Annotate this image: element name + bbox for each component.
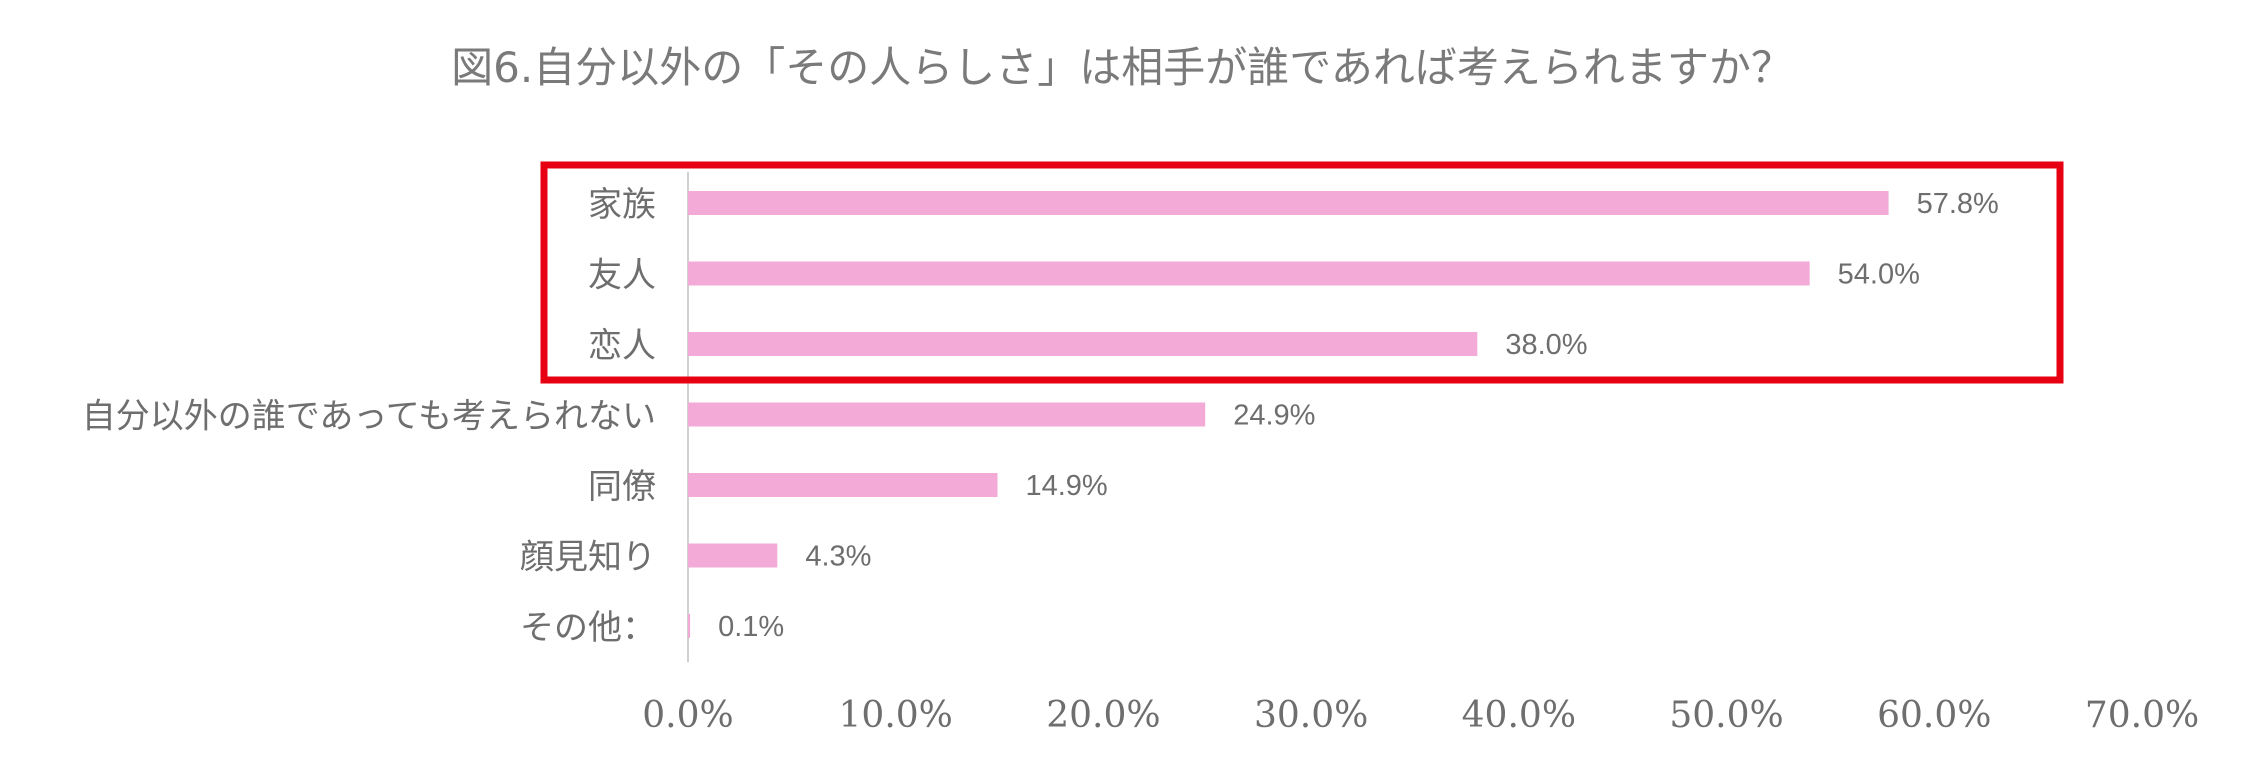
category-label: 家族 (588, 185, 656, 225)
bar (688, 543, 778, 568)
data-label: 54.0% (1838, 259, 1920, 291)
bar (688, 473, 998, 497)
data-labels: 57.8% 54.0% 38.0% 24.9% 14.9% 4.3% 0.1% (718, 188, 1999, 643)
data-label: 4.3% (805, 541, 871, 573)
x-axis-tick-labels: 0.0% 10.0% 20.0% 30.0% 40.0% 50.0% 60.0% 70.0% (642, 695, 2199, 736)
chart-title: 図6.自分以外の「その人らしさ」は相手が誰であれば考えられますか？ (451, 43, 1793, 92)
x-tick-label: 20.0% (1046, 695, 1160, 736)
x-tick-label: 10.0% (839, 695, 953, 736)
highlight-box (540, 161, 2064, 384)
bar (688, 402, 1206, 427)
data-label: 0.1% (718, 611, 784, 643)
bar (688, 191, 1889, 215)
x-tick-label: 50.0% (1669, 695, 1783, 736)
bar (688, 332, 1478, 356)
x-tick-label: 70.0% (2085, 695, 2199, 736)
category-label: 自分以外の誰であっても考えられない (82, 397, 656, 437)
bar (688, 261, 1810, 286)
data-label: 24.9% (1233, 400, 1315, 432)
x-tick-label: 30.0% (1254, 695, 1368, 736)
category-label: その他： (520, 608, 656, 648)
x-tick-label: 40.0% (1462, 695, 1576, 736)
x-tick-label: 0.0% (642, 695, 733, 736)
category-label: 同僚 (588, 467, 656, 507)
data-label: 38.0% (1505, 329, 1587, 361)
data-label: 14.9% (1025, 470, 1107, 502)
category-label: 友人 (588, 256, 656, 296)
bars-group (688, 191, 1889, 638)
category-label: 恋人 (588, 326, 656, 366)
x-tick-label: 60.0% (1877, 695, 1991, 736)
category-label: 顔見知り (520, 538, 656, 578)
data-label: 57.8% (1917, 188, 1999, 220)
bar (688, 614, 691, 638)
